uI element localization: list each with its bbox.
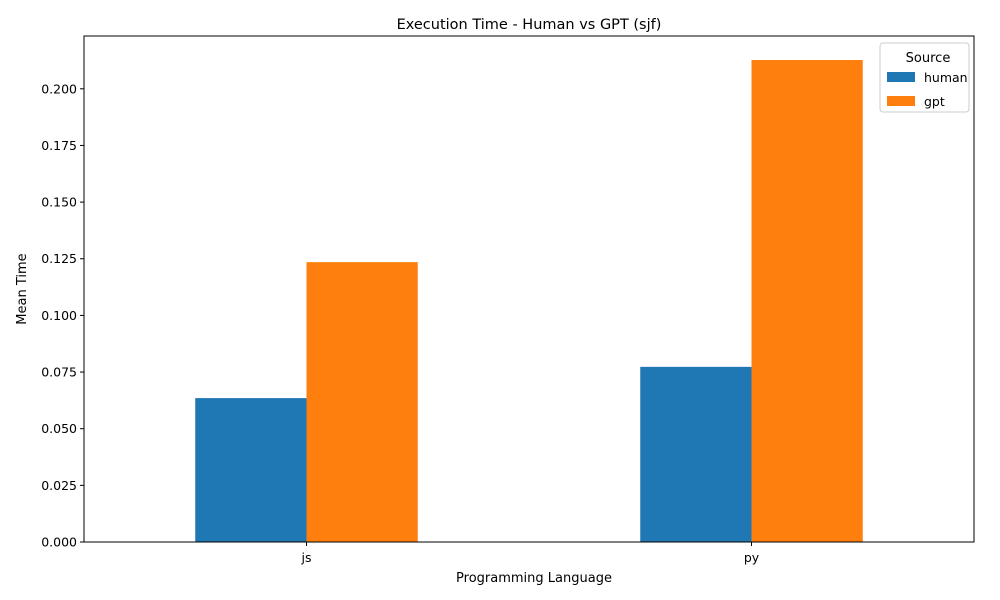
y-tick-label: 0.100	[41, 308, 77, 323]
bar-human-py	[640, 366, 752, 542]
legend-box	[879, 42, 970, 113]
bar-human-js	[195, 398, 307, 542]
legend-items: human gpt	[887, 70, 968, 109]
y-tick-label: 0.000	[41, 535, 77, 550]
x-tick-label: py	[744, 550, 760, 565]
bar-gpt-py	[751, 60, 863, 542]
bar-gpt-js	[306, 262, 418, 542]
y-tick-label: 0.175	[41, 138, 77, 153]
x-tick-label: js	[301, 550, 312, 565]
legend: Source human gpt	[879, 42, 970, 113]
y-tick-label: 0.125	[41, 251, 77, 266]
y-tick-label: 0.200	[41, 81, 77, 96]
x-axis: js py	[301, 542, 760, 565]
legend-swatch-gpt	[887, 96, 915, 106]
legend-label-gpt: gpt	[924, 94, 945, 109]
y-tick-label: 0.150	[41, 195, 77, 210]
y-tick-label: 0.025	[41, 478, 77, 493]
legend-label-human: human	[924, 70, 968, 85]
y-axis: 0.000 0.025 0.050 0.075 0.100 0.125 0.150 0.175…	[41, 81, 84, 550]
y-tick-label: 0.050	[41, 421, 77, 436]
legend-title: Source	[906, 51, 951, 66]
bars-group	[195, 60, 863, 542]
chart-title: Execution Time - Human vs GPT (sjf)	[397, 17, 662, 33]
x-axis-label: Programming Language	[456, 571, 612, 586]
y-axis-label: Mean Time	[15, 253, 30, 324]
plot-frame	[83, 35, 975, 543]
y-tick-label: 0.075	[41, 365, 77, 380]
legend-swatch-human	[887, 72, 915, 82]
